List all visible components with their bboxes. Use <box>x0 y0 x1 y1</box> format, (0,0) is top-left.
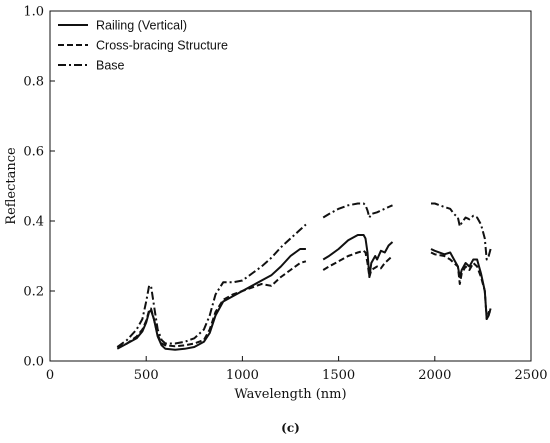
x-tick-label: 1000 <box>226 368 259 383</box>
figure-caption: (c) <box>281 421 300 435</box>
legend-label: Railing (Vertical) <box>96 19 187 33</box>
y-tick-label: 0.4 <box>23 215 44 230</box>
series-layer <box>116 202 492 351</box>
x-axis: 0 500 1000 1500 2000 2500 <box>46 356 548 383</box>
x-tick-label: 500 <box>134 368 159 383</box>
series-line-dashed <box>116 260 307 348</box>
x-tick-label: 2500 <box>514 368 547 383</box>
x-axis-label: Wavelength (nm) <box>234 387 346 402</box>
x-tick-label: 2000 <box>418 368 451 383</box>
y-tick-label: 1.0 <box>23 5 44 20</box>
legend: Railing (Vertical) Cross-bracing Structur… <box>58 19 228 73</box>
series-line-dashed <box>430 251 491 320</box>
y-axis-label: Reflectance <box>4 147 19 225</box>
legend-label: Cross-bracing Structure <box>96 39 228 53</box>
series-line-dashdot <box>322 202 393 219</box>
series-line-dashdot <box>431 202 492 261</box>
x-tick-label: 0 <box>46 368 54 383</box>
legend-label: Base <box>96 59 125 73</box>
series-line-dashdot <box>116 223 307 348</box>
y-tick-label: 0.6 <box>23 145 44 160</box>
y-tick-label: 0.0 <box>23 355 44 370</box>
series-line-solid <box>116 248 306 351</box>
series-line-dashed <box>322 249 394 278</box>
x-tick-label: 1500 <box>322 368 355 383</box>
y-tick-label: 0.2 <box>23 285 44 300</box>
plot-frame <box>49 10 532 362</box>
series-line-solid <box>322 234 394 278</box>
y-tick-label: 0.8 <box>23 75 44 90</box>
y-axis: 0.0 0.2 0.4 0.6 0.8 1.0 <box>23 5 55 370</box>
